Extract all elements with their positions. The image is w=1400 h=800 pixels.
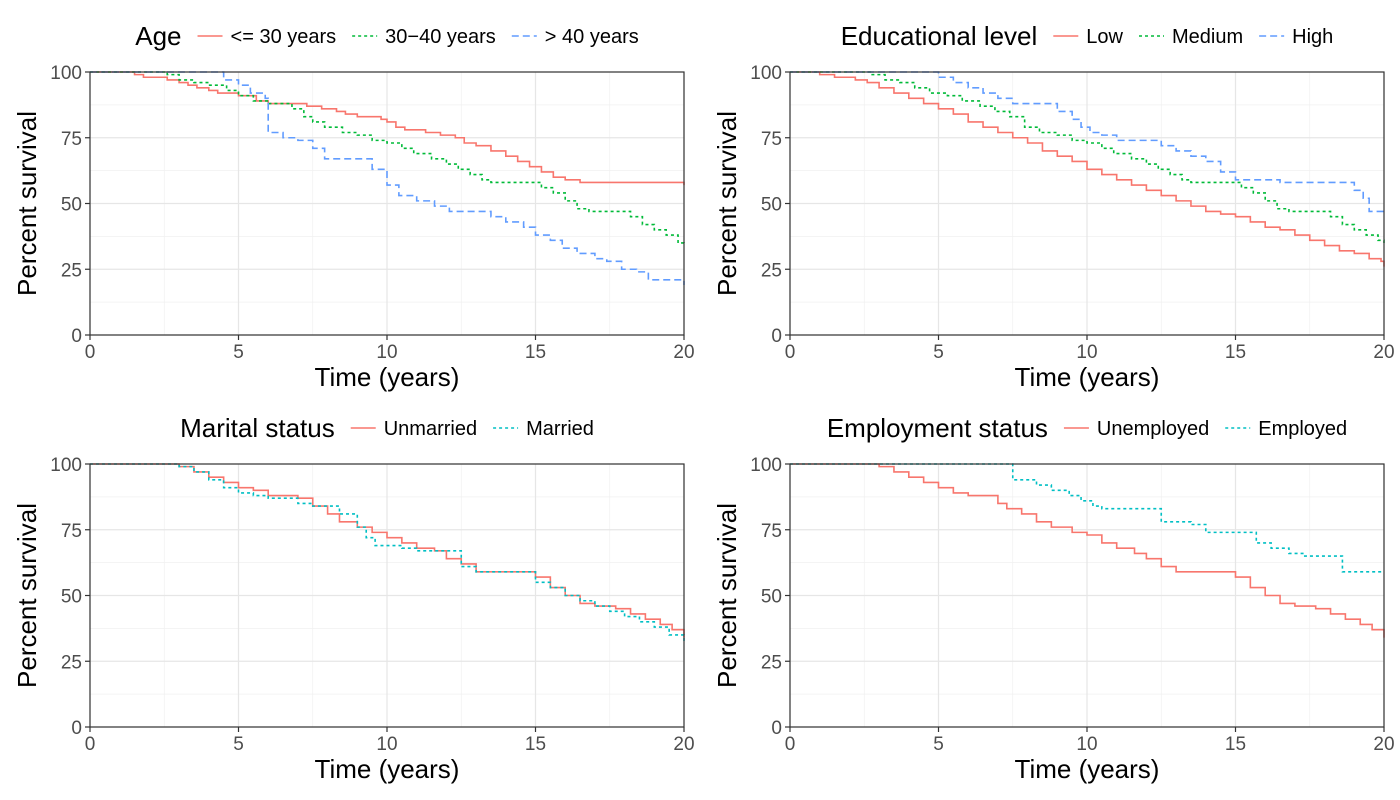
survival-curve-2 — [790, 463, 1384, 573]
chart-panel-4: 0 5 10 15 20 0 25 50 75 100 Time (years) Percent su… — [712, 413, 1395, 784]
y-tick-label: 100 — [750, 63, 782, 84]
x-axis-title: Time (years) — [1015, 754, 1160, 784]
x-tick-label: 0 — [85, 342, 96, 363]
y-tick-label: 25 — [61, 652, 82, 673]
x-tick-label: 10 — [376, 734, 397, 755]
x-tick-label: 10 — [1076, 734, 1097, 755]
survival-curve-1 — [90, 463, 685, 638]
survival-curve-1 — [790, 463, 1385, 638]
y-tick-label: 0 — [771, 326, 782, 347]
survival-curve-3 — [90, 71, 685, 286]
x-tick-label: 10 — [1076, 342, 1097, 363]
y-tick-label: 100 — [50, 63, 82, 84]
x-tick-label: 15 — [1225, 342, 1246, 363]
x-tick-label: 5 — [233, 734, 244, 755]
x-tick-label: 0 — [85, 734, 96, 755]
legend-label: Medium — [1172, 26, 1243, 48]
y-tick-label: 75 — [761, 129, 782, 150]
y-tick-label: 0 — [71, 718, 82, 739]
x-tick-label: 15 — [525, 342, 546, 363]
legend-title: Employment status — [827, 413, 1048, 443]
survival-curve-2 — [90, 463, 685, 643]
x-tick-label: 15 — [525, 734, 546, 755]
x-axis-title: Time (years) — [1015, 362, 1160, 392]
survival-curve-2 — [90, 71, 685, 246]
legend-label: Unemployed — [1097, 418, 1209, 440]
y-tick-label: 75 — [761, 521, 782, 542]
x-tick-label: 5 — [933, 342, 944, 363]
legend: Marital status Unmarried Married — [180, 413, 594, 443]
legend-title: Educational level — [841, 21, 1038, 51]
x-tick-label: 15 — [1225, 734, 1246, 755]
x-tick-label: 5 — [233, 342, 244, 363]
x-tick-label: 20 — [1373, 734, 1394, 755]
y-axis-title: Percent survival — [12, 111, 42, 296]
legend-label: Employed — [1258, 418, 1347, 440]
chart-panel-1: 0 5 10 15 20 0 25 50 75 100 Time (years) Percent su… — [12, 21, 695, 392]
legend: Educational level Low Medium High — [841, 21, 1334, 51]
legend-label: > 40 years — [545, 26, 639, 48]
survival-curve-3 — [790, 71, 1384, 213]
y-tick-label: 0 — [771, 718, 782, 739]
x-tick-label: 5 — [933, 734, 944, 755]
legend-label: Low — [1086, 26, 1123, 48]
y-tick-label: 25 — [761, 260, 782, 281]
y-tick-label: 50 — [61, 587, 82, 608]
x-axis-title: Time (years) — [315, 362, 460, 392]
chart-panel-3: 0 5 10 15 20 0 25 50 75 100 Time (years) Percent su… — [12, 413, 695, 784]
survival-curve-1 — [90, 71, 685, 186]
y-tick-label: 100 — [50, 455, 82, 476]
y-axis-title: Percent survival — [712, 503, 742, 688]
survival-curve-1 — [790, 71, 1385, 267]
y-axis-title: Percent survival — [712, 111, 742, 296]
legend-label: 30−40 years — [385, 26, 496, 48]
legend: Employment status Unemployed Employed — [827, 413, 1347, 443]
y-tick-label: 25 — [761, 652, 782, 673]
legend-label: <= 30 years — [231, 26, 337, 48]
legend-label: Unmarried — [384, 418, 477, 440]
legend-label: Married — [526, 418, 594, 440]
survival-curve-2 — [790, 71, 1385, 246]
x-tick-label: 10 — [376, 342, 397, 363]
x-axis-title: Time (years) — [315, 754, 460, 784]
y-tick-label: 0 — [71, 326, 82, 347]
y-tick-label: 50 — [61, 195, 82, 216]
y-tick-label: 25 — [61, 260, 82, 281]
legend-title: Age — [135, 21, 181, 51]
legend: Age <= 30 years 30−40 years > 40 years — [135, 21, 638, 51]
y-tick-label: 50 — [761, 587, 782, 608]
y-tick-label: 100 — [750, 455, 782, 476]
y-tick-label: 75 — [61, 521, 82, 542]
x-tick-label: 0 — [785, 734, 796, 755]
y-axis-title: Percent survival — [12, 503, 42, 688]
y-tick-label: 75 — [61, 129, 82, 150]
legend-title: Marital status — [180, 413, 335, 443]
x-tick-label: 20 — [1373, 342, 1394, 363]
x-tick-label: 20 — [673, 734, 694, 755]
x-tick-label: 20 — [673, 342, 694, 363]
chart-panel-2: 0 5 10 15 20 0 25 50 75 100 Time (years) Percent su… — [712, 21, 1395, 392]
y-tick-label: 50 — [761, 195, 782, 216]
x-tick-label: 0 — [785, 342, 796, 363]
legend-label: High — [1292, 26, 1333, 48]
